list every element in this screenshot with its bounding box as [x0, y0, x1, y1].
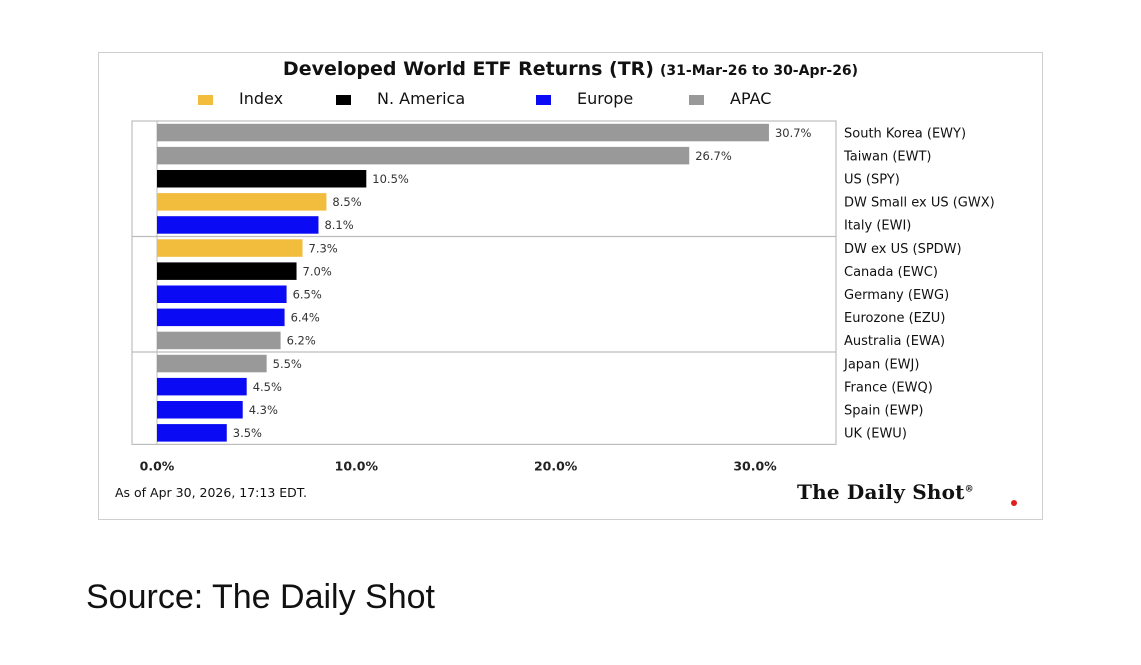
category-label: South Korea (EWY): [844, 126, 966, 141]
bar: [157, 216, 319, 234]
x-tick-label: 0.0%: [140, 458, 175, 473]
source-caption: Source: The Daily Shot: [86, 578, 435, 616]
bar: [157, 308, 285, 327]
bar: [157, 170, 367, 188]
category-label: Australia (EWA): [844, 334, 945, 349]
chart-title: Developed World ETF Returns (TR) (31-Mar-…: [0, 58, 1141, 80]
legend-label-apac: APAC: [730, 89, 772, 108]
legend-label-europe: Europe: [577, 89, 634, 108]
as-of-note: As of Apr 30, 2026, 17:13 EDT.: [115, 485, 307, 500]
bar-value-label: 8.1%: [324, 218, 353, 232]
chart-date-range: (31-Mar-26 to 30-Apr-26): [660, 63, 859, 79]
category-label: DW Small ex US (GWX): [844, 196, 995, 211]
category-label: Taiwan (EWT): [843, 149, 932, 164]
bar: [157, 424, 227, 442]
category-label: Germany (EWG): [844, 288, 949, 303]
bar: [157, 146, 690, 165]
bar-value-label: 6.4%: [291, 311, 320, 325]
category-label: UK (EWU): [844, 427, 907, 442]
category-label: Italy (EWI): [844, 219, 911, 234]
bar: [157, 123, 769, 142]
daily-shot-logo: The Daily Shot®: [797, 480, 974, 504]
legend-item-europe: Europe: [536, 89, 633, 108]
x-tick-label: 30.0%: [733, 458, 777, 473]
bar-value-label: 7.3%: [309, 241, 338, 255]
bar-value-label: 6.2%: [287, 334, 316, 348]
bar: [157, 401, 243, 419]
bar-value-label: 6.5%: [293, 288, 322, 302]
logo-red-dot-icon: [1011, 500, 1017, 506]
bar-value-label: 10.5%: [372, 172, 409, 186]
legend-item-apac: APAC: [689, 89, 771, 108]
category-label: France (EWQ): [844, 380, 933, 395]
category-label: DW ex US (SPDW): [844, 242, 962, 257]
bar-value-label: 26.7%: [695, 149, 732, 163]
legend-swatch-apac: [689, 94, 704, 105]
bar-value-label: 4.5%: [253, 380, 282, 394]
legend-label-north-america: N. America: [377, 89, 466, 108]
category-label: Eurozone (EZU): [844, 311, 945, 326]
legend-swatch-index: [198, 94, 213, 105]
bar: [157, 354, 267, 373]
bar: [157, 331, 281, 350]
chart-title-main: Developed World ETF Returns (TR): [282, 58, 654, 80]
bar-value-label: 3.5%: [233, 426, 262, 440]
category-label: US (SPY): [844, 173, 900, 188]
legend-item-index: Index: [198, 89, 283, 108]
bar: [157, 377, 247, 396]
legend-item-north-america: N. America: [336, 89, 465, 108]
legend-swatch-north-america: [336, 94, 351, 105]
bar-value-label: 4.3%: [249, 403, 278, 417]
x-tick-label: 10.0%: [335, 458, 379, 473]
category-label: Spain (EWP): [844, 404, 924, 419]
bar-value-label: 8.5%: [332, 195, 361, 209]
legend-label-index: Index: [239, 89, 284, 108]
logo-mark: ®: [964, 484, 974, 495]
logo-text: The Daily Shot: [797, 480, 965, 504]
bar: [157, 193, 327, 211]
bar-value-label: 7.0%: [303, 264, 332, 278]
bar: [157, 239, 303, 257]
bar-value-label: 30.7%: [775, 126, 812, 140]
bar-value-label: 5.5%: [273, 357, 302, 371]
category-label: Canada (EWC): [844, 265, 938, 280]
plot-frame: [131, 120, 837, 445]
category-label: Japan (EWJ): [843, 357, 919, 372]
legend-swatch-europe: [536, 94, 551, 105]
x-tick-label: 20.0%: [534, 458, 578, 473]
bar: [157, 262, 297, 280]
bar: [157, 285, 287, 303]
